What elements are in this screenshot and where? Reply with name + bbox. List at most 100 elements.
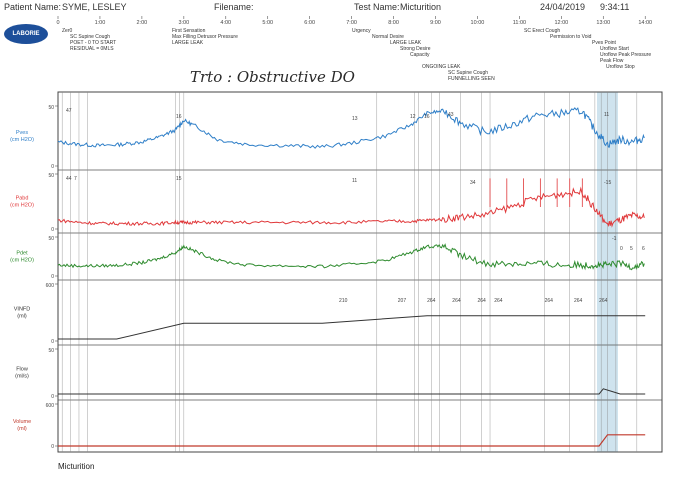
time-tick-label: 2:00 (137, 20, 148, 26)
trace-value-label: 0 (620, 246, 623, 252)
vinfd-marker-label: 207 (398, 298, 407, 304)
time-tick-label: 7:00 (346, 20, 357, 26)
time-tick-label: 1:00 (95, 20, 106, 26)
trace-value-label: 16 (424, 114, 430, 120)
event-label: Strong Desire (400, 46, 431, 52)
time-tick-label: 14:00 (638, 20, 652, 26)
trace-value-label: 13 (352, 116, 358, 122)
event-label: Uroflow Peak Pressure (600, 52, 651, 58)
trace-volume (58, 434, 646, 447)
scale-bottom-pdet: 0 (51, 274, 54, 280)
scale-top-volume: 600 (46, 403, 55, 409)
patient-name-value: SYME, LESLEY (62, 2, 127, 12)
trace-value-label: 43 (448, 112, 454, 118)
scale-top-pves: 50 (48, 105, 54, 111)
event-label: RESIDUAL = 0MLS (70, 46, 114, 52)
scale-top-pabd: 50 (48, 173, 54, 179)
time-tick-label: 4:00 (220, 20, 231, 26)
event-label: Capacity (410, 52, 430, 58)
scale-top-flow: 50 (48, 348, 54, 354)
time-tick-label: 13:00 (596, 20, 610, 26)
time-tick-label: 5:00 (262, 20, 273, 26)
trace-value-label: 44 (66, 176, 72, 182)
event-label: Uroflow Stop (606, 64, 635, 70)
trace-value-label: 34 (470, 180, 476, 186)
test-name-value: Micturition (400, 2, 442, 12)
event-label: LARGE LEAK (172, 40, 204, 46)
event-label: SC Erect Cough (524, 28, 560, 34)
trace-value-label: 15 (176, 176, 182, 182)
footer-test-label: Micturition (58, 462, 95, 471)
event-label: ONGOING LEAK (422, 64, 461, 70)
channel-label-vinfd: (ml) (17, 314, 27, 320)
time-tick-label: 9:00 (430, 20, 441, 26)
test-name-label: Test Name: (354, 2, 400, 12)
trace-value-label: 11 (604, 112, 609, 118)
handwritten-note: Trto : Obstructive DO (190, 68, 355, 86)
channel-label-volume: Volume (13, 419, 31, 425)
trace-pabd (57, 186, 645, 228)
time-tick-label: 8:00 (388, 20, 399, 26)
time-tick-label: 10:00 (471, 20, 485, 26)
trace-pves (57, 107, 645, 149)
test-date: 24/04/2019 (540, 2, 586, 12)
trace-value-label: 12 (410, 114, 416, 120)
event-label: Max Filling Detrusor Pressure (172, 34, 238, 40)
channel-label-flow: Flow (16, 367, 28, 373)
trace-flow (58, 388, 646, 395)
filename-label: Filename: (214, 2, 254, 12)
trace-value-label: -15 (604, 180, 611, 186)
vinfd-marker-label: 264 (599, 298, 608, 304)
scale-bottom-pabd: 0 (51, 227, 54, 233)
channel-label-pabd: (cm H2O) (10, 203, 34, 209)
scale-bottom-vinfd: 0 (51, 339, 54, 345)
trace-value-label: 11 (352, 178, 357, 184)
patient-name-label: Patient Name: (4, 2, 62, 12)
event-label: LARGE LEAK (390, 40, 422, 46)
scale-bottom-volume: 0 (51, 444, 54, 450)
trace-vinfd (58, 315, 646, 340)
vinfd-marker-label: 264 (494, 298, 503, 304)
channel-label-pves: Pves (16, 130, 28, 136)
scale-top-pdet: 50 (48, 236, 54, 242)
channel-label-volume: (ml) (17, 426, 27, 432)
channel-label-pabd: Pabd (16, 196, 29, 202)
vinfd-marker-label: 210 (339, 298, 348, 304)
event-label: Pves Point (592, 40, 617, 46)
void-highlight-band (596, 92, 618, 452)
event-label: Urgency (352, 28, 371, 34)
event-label: Permission to Void (550, 34, 592, 40)
event-label: Zer0 (62, 28, 73, 34)
scale-top-vinfd: 600 (46, 283, 55, 289)
channel-label-pdet: (cm H2O) (10, 258, 34, 264)
event-label: Uroflow Start (600, 46, 630, 52)
trace-pdet (57, 243, 645, 271)
channel-label-pdet: Pdet (16, 251, 28, 257)
event-label: Peak Flow (600, 58, 624, 64)
scale-bottom-pves: 0 (51, 164, 54, 170)
test-time: 9:34:11 (600, 2, 630, 12)
time-tick-label: 11:00 (513, 20, 526, 26)
event-label: FUNNELLING SEEN (448, 76, 495, 82)
trace-value-label: 5 (630, 246, 633, 252)
vinfd-marker-label: 264 (545, 298, 554, 304)
scale-bottom-flow: 0 (51, 394, 54, 400)
time-tick-label: 12:00 (554, 20, 568, 26)
channel-label-flow: (ml/s) (15, 374, 29, 380)
event-label: First Sensation (172, 28, 206, 34)
trace-value-label: 7 (74, 176, 77, 182)
channel-label-pves: (cm H2O) (10, 137, 34, 143)
trace-value-label: 6 (642, 246, 645, 252)
vinfd-marker-label: 264 (427, 298, 436, 304)
trace-value-label: 16 (176, 114, 182, 120)
channel-label-vinfd: VINFD (14, 307, 31, 313)
chart-frame (57, 91, 663, 453)
event-label: POET - 0 TO START (70, 40, 116, 46)
event-label: SC Supine Cough (448, 70, 488, 76)
time-tick-label: 3:00 (178, 20, 189, 26)
trace-value-label: -1 (612, 236, 617, 242)
event-label: Normal Desire (372, 34, 404, 40)
vinfd-marker-label: 264 (574, 298, 583, 304)
time-tick-label: 0 (56, 20, 59, 26)
time-tick-label: 6:00 (304, 20, 315, 26)
